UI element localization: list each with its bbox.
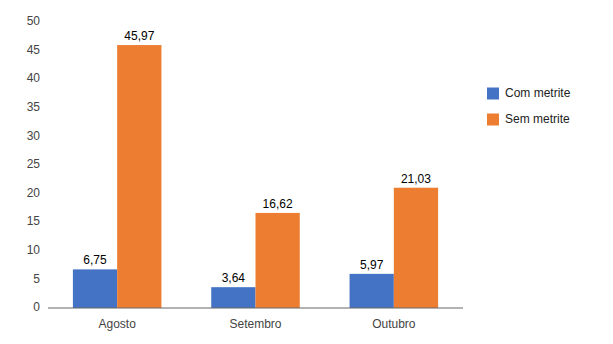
data-label: 5,97 <box>360 258 384 272</box>
y-tick-label: 45 <box>27 43 41 57</box>
legend-swatch <box>487 88 499 100</box>
y-tick-label: 30 <box>27 129 41 143</box>
legend-swatch <box>487 114 499 126</box>
y-tick-label: 0 <box>33 300 40 314</box>
bars <box>73 45 438 308</box>
legend: Com metrite Sem metrite <box>487 86 571 126</box>
data-label: 6,75 <box>83 253 107 267</box>
background <box>0 0 613 344</box>
legend-label: Sem metrite <box>505 112 570 126</box>
chart-container: 0 5 10 15 20 25 30 35 40 45 50 6,75 3,64 5,97 45,97 16,… <box>0 0 613 344</box>
x-tick-label: Outubro <box>372 317 416 331</box>
bar <box>117 45 161 308</box>
x-axis: Agosto Setembro Outubro <box>98 317 415 331</box>
y-tick-label: 50 <box>27 14 41 28</box>
y-axis: 0 5 10 15 20 25 30 35 40 45 50 <box>27 14 41 314</box>
x-tick-label: Setembro <box>229 317 281 331</box>
bar <box>256 213 300 308</box>
bar <box>394 188 438 308</box>
y-tick-label: 20 <box>27 186 41 200</box>
bar <box>73 269 117 308</box>
data-label: 16,62 <box>263 197 293 211</box>
chart: 0 5 10 15 20 25 30 35 40 45 50 6,75 3,64 5,97 45,97 16,… <box>0 0 613 344</box>
y-tick-label: 35 <box>27 100 41 114</box>
legend-label: Com metrite <box>505 86 571 100</box>
y-tick-label: 25 <box>27 157 41 171</box>
x-axis-line <box>48 308 463 309</box>
y-tick-label: 40 <box>27 71 41 85</box>
y-tick-label: 15 <box>27 214 41 228</box>
x-tick-label: Agosto <box>98 317 136 331</box>
y-tick-label: 5 <box>33 272 40 286</box>
data-label: 21,03 <box>401 172 431 186</box>
data-label: 45,97 <box>124 29 154 43</box>
bar <box>211 287 255 308</box>
data-labels: 6,75 3,64 5,97 45,97 16,62 21,03 <box>83 29 431 285</box>
y-tick-label: 10 <box>27 243 41 257</box>
bar <box>350 274 394 308</box>
data-label: 3,64 <box>222 271 246 285</box>
